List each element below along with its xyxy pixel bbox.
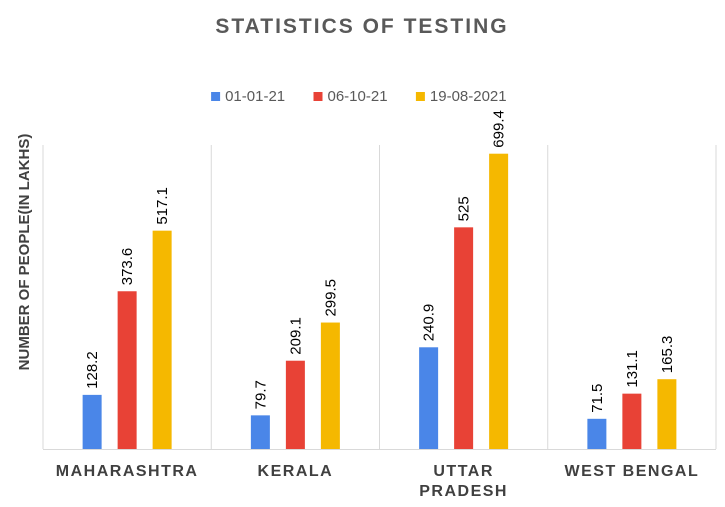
x-axis: MAHARASHTRA KERALA UTTAR PRADESH WEST BENGAL (43, 449, 716, 500)
legend-swatch (415, 92, 425, 101)
y-axis-label: NUMBER OF PEOPLE(IN LAKHS) (16, 134, 33, 371)
bar (419, 347, 439, 449)
data-label: 517.1 (154, 187, 171, 225)
legend-label: 06-10-21 (328, 88, 388, 105)
category-separators (42, 145, 717, 449)
bar (152, 230, 172, 449)
legend-item: 01-01-21 (211, 88, 285, 105)
category-label-line: KERALA (258, 463, 334, 480)
bar (250, 415, 270, 449)
bar (587, 418, 607, 449)
category-label: MAHARASHTRA (56, 463, 199, 480)
data-label: 299.5 (322, 279, 339, 317)
category-label: KERALA (258, 463, 334, 480)
data-label: 71.5 (589, 384, 606, 413)
legend-label: 01-01-21 (225, 88, 285, 105)
bar (117, 291, 137, 449)
legend-label: 19-08-2021 (430, 88, 507, 105)
bar (82, 394, 102, 449)
data-label: 165.3 (659, 336, 676, 374)
bar (320, 322, 340, 449)
data-label: 128.2 (84, 351, 101, 389)
category-label-line: MAHARASHTRA (56, 463, 199, 480)
data-label: 131.1 (624, 350, 641, 388)
category-label-line: UTTAR (433, 463, 494, 480)
bar (285, 360, 305, 449)
data-label: 699.4 (491, 110, 508, 148)
data-label: 373.6 (119, 248, 136, 286)
legend-item: 19-08-2021 (415, 88, 507, 105)
legend: 01-01-21 06-10-21 19-08-2021 (211, 88, 507, 105)
data-label: 79.7 (252, 380, 269, 409)
legend-item: 06-10-21 (313, 88, 388, 105)
data-label: 209.1 (287, 317, 304, 355)
bars (82, 153, 677, 449)
category-label: UTTAR PRADESH (419, 463, 508, 500)
legend-swatch (313, 92, 323, 101)
category-label: WEST BENGAL (565, 463, 700, 480)
legend-swatch (211, 92, 221, 101)
bar (454, 227, 474, 449)
bar (489, 153, 509, 449)
bar (657, 379, 677, 449)
category-label-line: PRADESH (419, 483, 508, 500)
data-label: 240.9 (421, 304, 438, 342)
data-labels: 128.2 373.6 517.1 79.7 209.1 299.5 240.9 525 699… (84, 110, 676, 413)
bar (622, 393, 642, 449)
chart-title: STATISTICS OF TESTING (215, 15, 508, 38)
data-label: 525 (456, 196, 473, 221)
category-label-line: WEST BENGAL (565, 463, 700, 480)
